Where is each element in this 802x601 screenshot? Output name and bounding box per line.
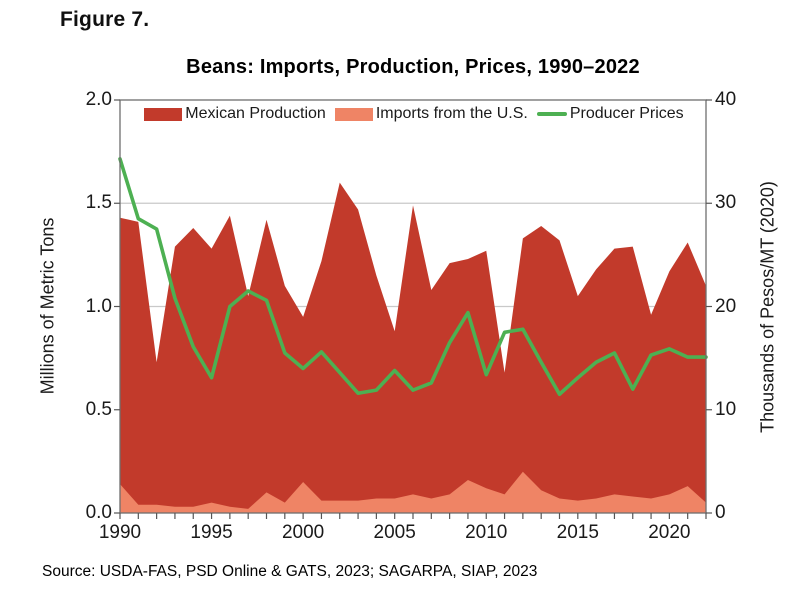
- legend-label-prices: Producer Prices: [569, 105, 684, 122]
- imports-swatch-icon: [334, 107, 373, 121]
- x-axis-tick-label: 2010: [465, 522, 508, 543]
- right-axis-tick-label: 0: [715, 502, 726, 523]
- legend-item-prices: Producer Prices: [536, 105, 684, 123]
- right-axis-tick-label: 40: [715, 89, 737, 110]
- right-axis-tick-label: 30: [715, 192, 737, 214]
- chart-title: Beans: Imports, Production, Prices, 1990…: [186, 56, 640, 78]
- production-area: [120, 182, 706, 513]
- chart-legend: Mexican Production Imports from the U.S.…: [122, 102, 706, 126]
- prices-line-swatch-icon: [536, 112, 567, 116]
- left-axis-tick-label: 0.5: [85, 398, 112, 420]
- x-axis-tick-label: 2000: [281, 522, 325, 543]
- prices-line: [118, 157, 708, 397]
- x-axis-tick-label: 2005: [373, 522, 416, 543]
- legend-item-imports: Imports from the U.S.: [334, 105, 528, 123]
- left-axis-tick-label: 0.0: [85, 502, 112, 523]
- x-axis-tick-label: 1995: [190, 522, 233, 543]
- x-axis-tick-label: 2015: [556, 522, 599, 543]
- production-swatch-icon: [144, 107, 183, 121]
- left-axis-title: Millions of Metric Tons: [37, 217, 58, 395]
- source-citation: Source: USDA-FAS, PSD Online & GATS, 202…: [42, 563, 538, 580]
- legend-label-imports: Imports from the U.S.: [375, 105, 528, 122]
- left-axis-tick-label: 1.5: [85, 192, 112, 214]
- plot-area: [114, 99, 712, 519]
- left-axis-tick-label: 2.0: [85, 89, 112, 110]
- right-axis-tick-label: 10: [715, 398, 737, 420]
- x-axis-tick-label: 2020: [648, 522, 691, 543]
- legend-label-production: Mexican Production: [185, 105, 326, 122]
- x-axis-tick-label: 1990: [98, 522, 142, 543]
- left-axis-tick-label: 1.0: [85, 295, 112, 317]
- imports-area: [120, 471, 706, 513]
- figure-number-label: Figure 7.: [60, 8, 150, 31]
- right-axis-tick-label: 20: [715, 295, 737, 317]
- legend-item-production: Mexican Production: [144, 105, 326, 123]
